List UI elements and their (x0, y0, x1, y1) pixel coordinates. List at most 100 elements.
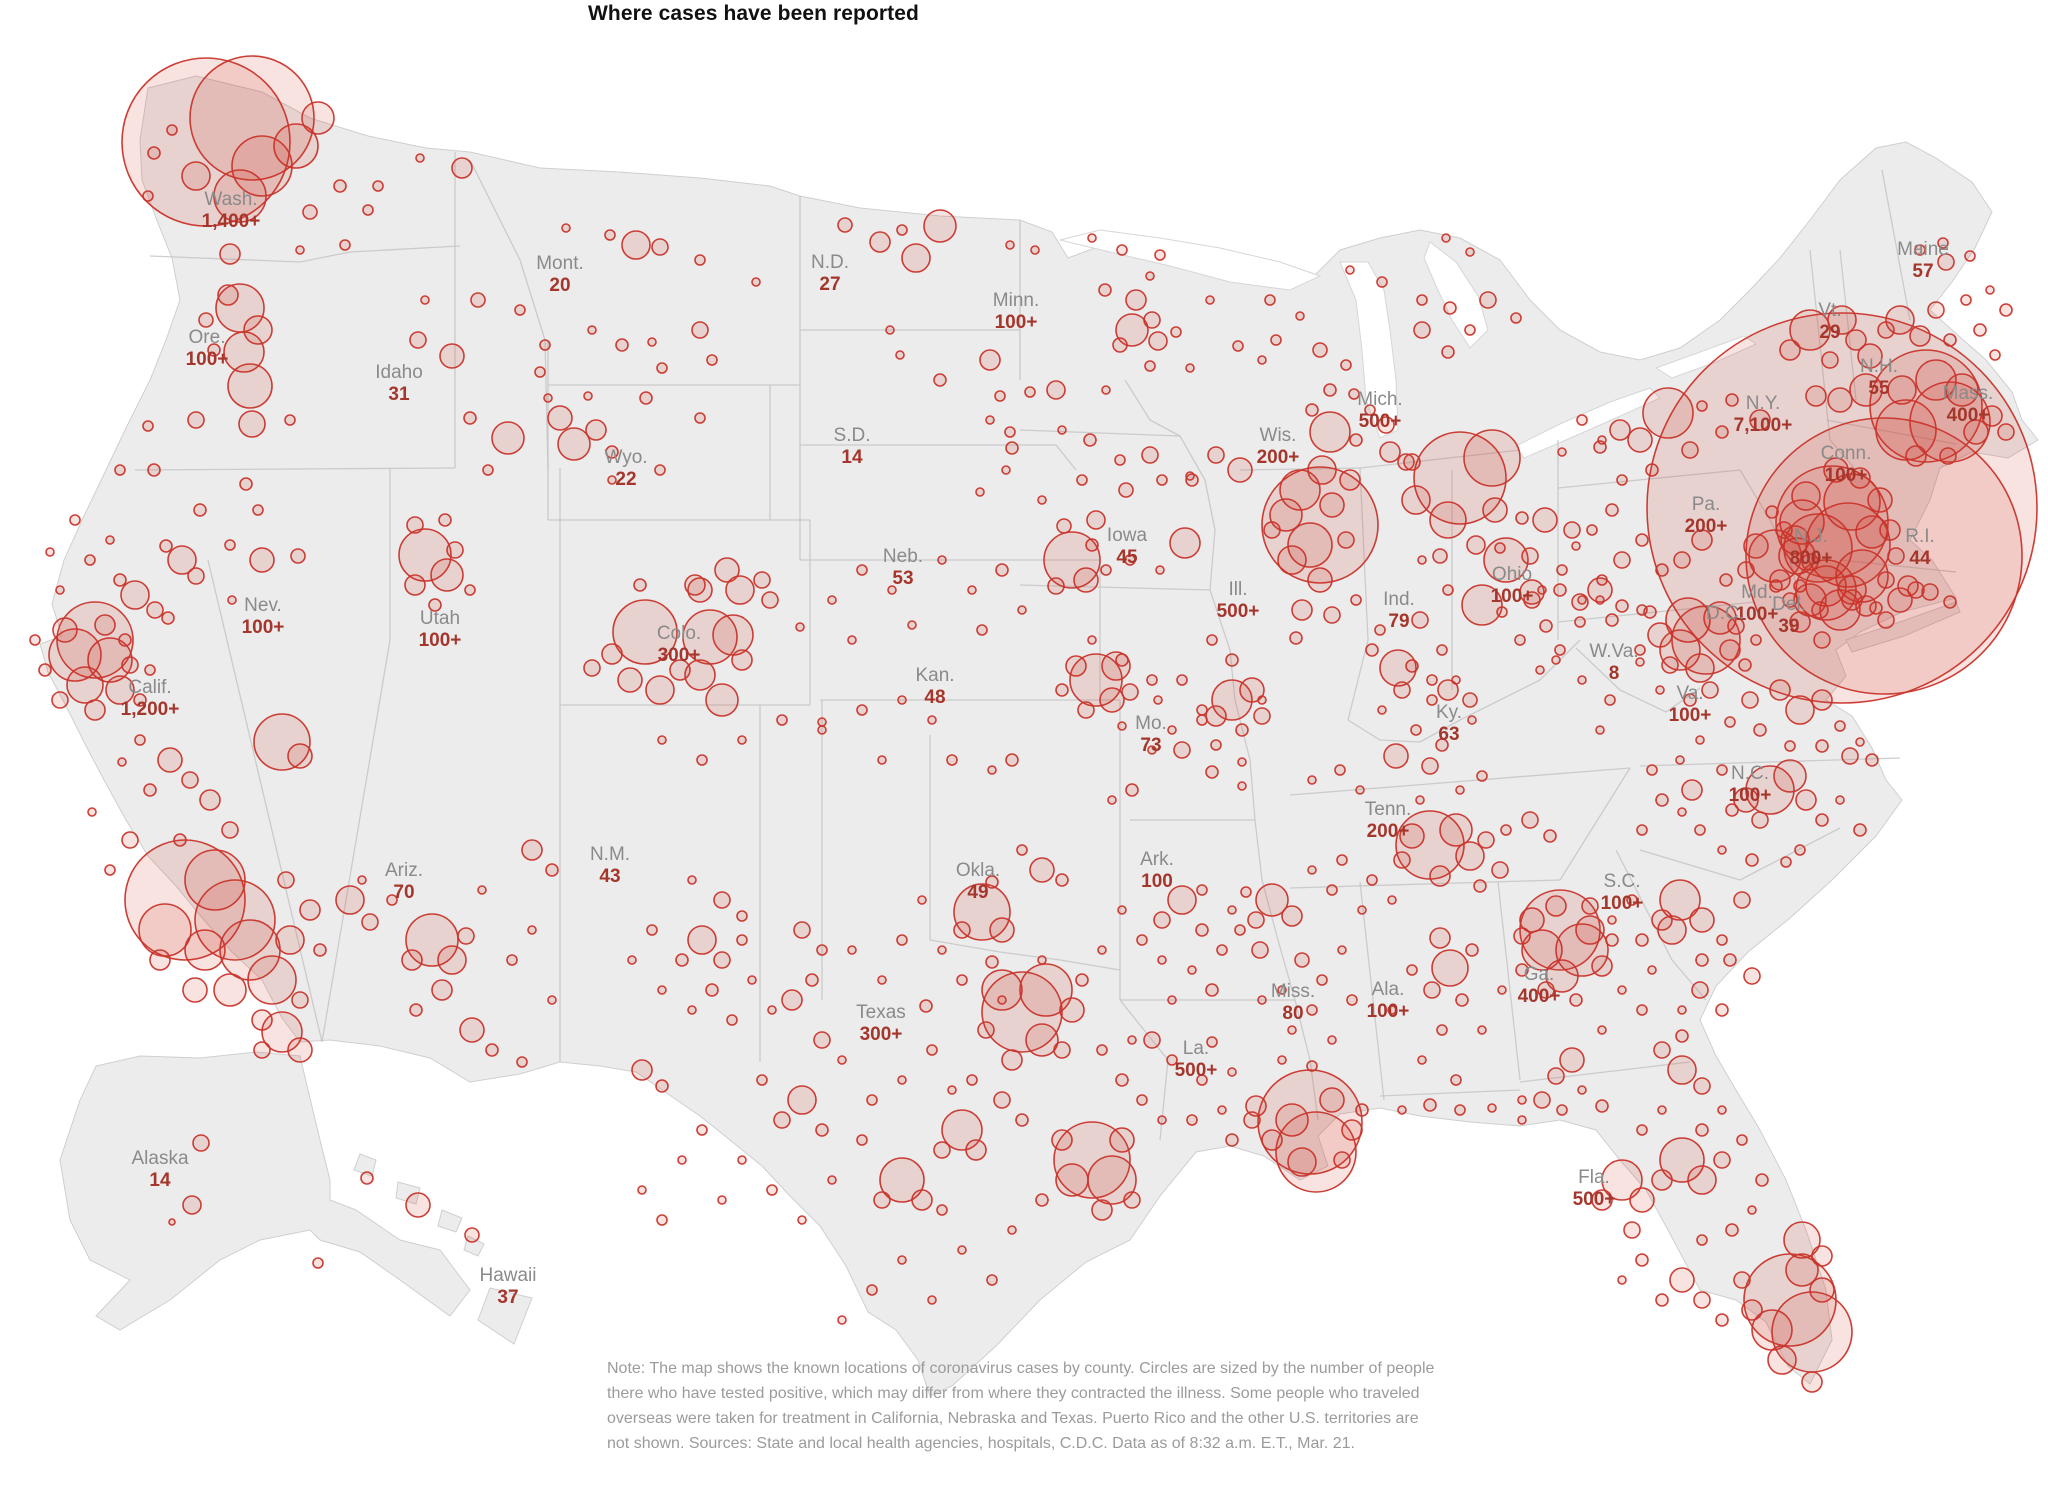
case-bubble (409, 1003, 423, 1017)
case-bubble (1055, 683, 1069, 697)
case-bubble (615, 338, 629, 352)
state-border-line (207, 559, 323, 1043)
case-bubble (247, 955, 297, 1005)
case-bubble (1687, 1165, 1717, 1195)
case-bubble (1337, 945, 1347, 955)
state-label-value: 300+ (658, 645, 701, 666)
case-bubble (1604, 694, 1616, 706)
case-bubble (981, 971, 1063, 1053)
case-bubble (1636, 1004, 1648, 1016)
case-bubble (295, 245, 305, 255)
case-bubble (1277, 985, 1287, 995)
case-bubble (816, 944, 828, 956)
case-bubble (1586, 524, 1598, 536)
case-bubble (1115, 653, 1129, 667)
case-bubble (491, 421, 525, 455)
state-label-name: Conn. (1821, 443, 1872, 464)
case-bubble (143, 783, 157, 797)
state-label-name: Fla. (1578, 1167, 1610, 1188)
case-bubble (1326, 884, 1338, 896)
case-bubble (275, 925, 305, 955)
state-border-line (321, 639, 391, 1043)
case-bubble (1147, 745, 1157, 755)
case-bubble (1827, 305, 1857, 335)
case-bubble (1532, 507, 1558, 533)
state-label-name: Wash. (204, 189, 257, 210)
case-bubble (1556, 564, 1568, 576)
case-bubble (1436, 1024, 1448, 1036)
case-bubble (887, 585, 897, 595)
state-label-name: Neb. (883, 546, 923, 567)
case-bubble (1053, 1041, 1071, 1059)
case-bubble (105, 675, 135, 705)
case-bubble (193, 503, 207, 517)
case-bubble (144, 664, 156, 676)
case-bubble (604, 229, 616, 241)
case-bubble (1651, 909, 1673, 931)
case-bubble (1821, 351, 1839, 369)
case-bubble (1794, 844, 1806, 856)
case-bubble (253, 1041, 271, 1059)
case-bubble (897, 1255, 907, 1265)
state-label-name: La. (1183, 1038, 1209, 1059)
case-bubble (1016, 844, 1028, 856)
case-bubble (879, 1157, 925, 1203)
case-bubble (1681, 779, 1703, 801)
case-bubble (1801, 553, 1819, 571)
case-bubble (1306, 1004, 1318, 1016)
case-bubble (1647, 965, 1657, 975)
case-bubble (1635, 933, 1649, 947)
case-bubble (1167, 725, 1177, 735)
case-bubble (1575, 915, 1605, 945)
case-bubble (933, 1141, 951, 1159)
state-label-value: 7,100+ (1734, 415, 1793, 436)
case-bubble (776, 714, 788, 726)
case-bubble (1694, 824, 1706, 836)
case-bubble (1997, 423, 2015, 441)
case-bubble (506, 954, 518, 966)
case-bubble (1426, 694, 1438, 706)
case-bubble (360, 1171, 374, 1185)
case-bubble (631, 1059, 653, 1081)
case-bubble (1477, 1025, 1487, 1035)
case-bubble (1715, 425, 1729, 439)
case-bubble (675, 953, 689, 967)
case-bubble (1417, 1055, 1427, 1065)
case-bubble (1634, 644, 1646, 656)
lake-shape (1339, 261, 1399, 439)
case-bubble (1441, 345, 1455, 359)
case-bubble (1401, 485, 1431, 515)
case-bubble (815, 1123, 829, 1137)
case-bubble (117, 757, 127, 767)
case-bubble (897, 695, 907, 705)
map-note: Note: The map shows the known locations … (607, 1360, 1435, 1452)
lake-shape (1515, 387, 1661, 459)
case-bubble (1001, 1049, 1023, 1071)
case-bubble (995, 563, 1009, 577)
case-bubble (1659, 629, 1701, 671)
state-label-value: 70 (393, 882, 414, 903)
case-bubble (184, 929, 226, 971)
case-bubble (1005, 441, 1019, 455)
lake-shape (1654, 335, 1758, 379)
case-bubble (1819, 589, 1861, 631)
case-bubble (684, 574, 706, 596)
case-bubble (1443, 301, 1457, 315)
case-bubble (287, 743, 313, 769)
state-label-name: W.Va. (1589, 641, 1638, 662)
case-bubble (1853, 823, 1867, 837)
case-bubble (1007, 1225, 1017, 1235)
state-label-name: Pa. (1692, 494, 1721, 515)
case-bubble (965, 1139, 987, 1161)
case-bubble (645, 675, 675, 705)
case-bubble (1383, 743, 1409, 769)
case-bubble (1429, 927, 1451, 949)
case-bubble (372, 180, 384, 192)
case-bubble (1024, 386, 1036, 398)
case-bubble (966, 1074, 978, 1086)
state-label-name: N.C. (1731, 763, 1769, 784)
case-bubble (1136, 934, 1148, 946)
case-bubble (1738, 658, 1752, 672)
case-bubble (1096, 1044, 1108, 1056)
